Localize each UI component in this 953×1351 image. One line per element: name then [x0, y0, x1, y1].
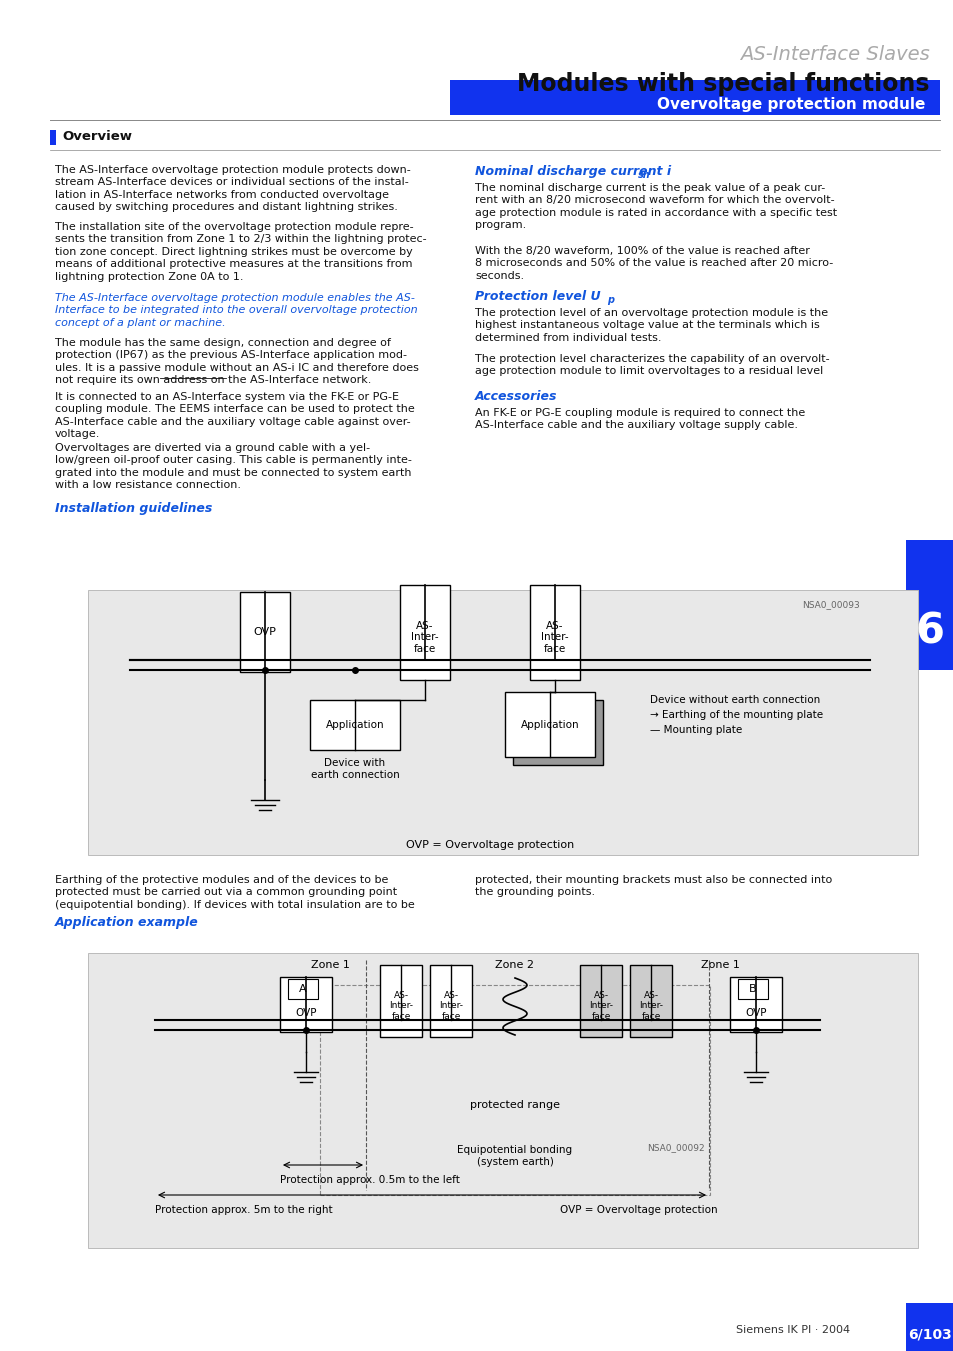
Text: The nominal discharge current is the peak value of a peak cur-
rent with an 8/20: The nominal discharge current is the pea… — [475, 182, 836, 230]
Text: Nominal discharge current i: Nominal discharge current i — [475, 165, 670, 178]
Text: Siemens IK PI · 2004: Siemens IK PI · 2004 — [735, 1325, 849, 1335]
Bar — [50, 130, 56, 145]
Text: Modules with special functions: Modules with special functions — [517, 72, 929, 96]
Text: OVP: OVP — [744, 1008, 766, 1017]
Text: Protection level U: Protection level U — [475, 290, 600, 303]
Text: Overvoltage protection module: Overvoltage protection module — [656, 97, 924, 112]
Text: OVP: OVP — [253, 627, 276, 638]
Bar — [430, 965, 472, 1038]
Text: Overvoltages are diverted via a ground cable with a yel-
low/green oil-proof out: Overvoltages are diverted via a ground c… — [55, 443, 412, 490]
Text: Application: Application — [325, 720, 384, 730]
Text: With the 8/20 waveform, 100% of the value is reached after
8 microseconds and 50: With the 8/20 waveform, 100% of the valu… — [475, 246, 832, 281]
Bar — [88, 590, 917, 855]
Bar — [288, 979, 317, 998]
Text: Device with
earth connection: Device with earth connection — [311, 758, 399, 781]
Bar — [88, 952, 917, 1248]
Bar — [504, 692, 595, 757]
Text: NSA0_00092: NSA0_00092 — [647, 1143, 704, 1152]
Text: p: p — [606, 295, 614, 305]
Text: AS-
Inter-
face: AS- Inter- face — [438, 992, 462, 1021]
Text: Zone 1: Zone 1 — [311, 961, 349, 970]
Bar — [450, 80, 939, 115]
Text: protected range: protected range — [470, 1100, 559, 1111]
Bar — [579, 965, 621, 1038]
Text: The protection level of an overvoltage protection module is the
highest instanta: The protection level of an overvoltage p… — [475, 308, 827, 343]
Text: Overview: Overview — [62, 130, 132, 143]
Text: Accessories: Accessories — [475, 390, 557, 403]
Bar — [738, 979, 767, 998]
Text: The AS-Interface overvoltage protection module protects down-
stream AS-Interfac: The AS-Interface overvoltage protection … — [55, 165, 411, 212]
Text: B: B — [748, 984, 756, 994]
Text: Device without earth connection: Device without earth connection — [649, 694, 820, 705]
Text: Application: Application — [520, 720, 578, 730]
Text: OVP = Overvoltage protection: OVP = Overvoltage protection — [559, 1205, 717, 1215]
Text: AS-
Inter-
face: AS- Inter- face — [639, 992, 662, 1021]
Text: Earthing of the protective modules and of the devices to be
protected must be ca: Earthing of the protective modules and o… — [55, 875, 415, 909]
Text: Protection approx. 5m to the right: Protection approx. 5m to the right — [154, 1205, 333, 1215]
Bar — [379, 965, 421, 1038]
Text: 6/103: 6/103 — [907, 1327, 951, 1342]
Bar — [240, 592, 290, 671]
Text: AS-
Inter-
face: AS- Inter- face — [389, 992, 413, 1021]
Bar — [319, 985, 709, 1196]
Bar — [905, 1302, 953, 1351]
Text: Zone 2: Zone 2 — [495, 961, 534, 970]
Text: OVP = Overvoltage protection: OVP = Overvoltage protection — [405, 840, 574, 850]
Text: sn: sn — [638, 170, 650, 180]
Bar — [729, 977, 781, 1032]
Text: NSA0_00093: NSA0_00093 — [801, 600, 859, 609]
Text: A: A — [299, 984, 307, 994]
Text: The module has the same design, connection and degree of
protection (IP67) as th: The module has the same design, connecti… — [55, 338, 418, 385]
Text: The protection level characterizes the capability of an overvolt-
age protection: The protection level characterizes the c… — [475, 354, 829, 377]
Text: Application example: Application example — [55, 916, 198, 929]
Bar — [310, 700, 399, 750]
Bar — [280, 977, 332, 1032]
Text: Protection approx. 0.5m to the left: Protection approx. 0.5m to the left — [280, 1175, 459, 1185]
Text: protected, their mounting brackets must also be connected into
the grounding poi: protected, their mounting brackets must … — [475, 875, 831, 897]
Text: An FK-E or PG-E coupling module is required to connect the
AS-Interface cable an: An FK-E or PG-E coupling module is requi… — [475, 408, 804, 431]
Text: It is connected to an AS-Interface system via the FK-E or PG-E
coupling module. : It is connected to an AS-Interface syste… — [55, 392, 415, 439]
Text: Equipotential bonding
(system earth): Equipotential bonding (system earth) — [456, 1146, 572, 1167]
Text: The installation site of the overvoltage protection module repre-
sents the tran: The installation site of the overvoltage… — [55, 222, 426, 281]
Text: AS-
Inter-
face: AS- Inter- face — [588, 992, 613, 1021]
Text: OVP: OVP — [294, 1008, 316, 1017]
Text: — Mounting plate: — Mounting plate — [649, 725, 741, 735]
Bar — [905, 540, 953, 670]
Bar — [530, 585, 579, 680]
Text: The AS-Interface overvoltage protection module enables the AS-
Interface to be i: The AS-Interface overvoltage protection … — [55, 293, 417, 328]
Bar — [399, 585, 450, 680]
Bar — [629, 965, 671, 1038]
Text: Installation guidelines: Installation guidelines — [55, 503, 213, 515]
Text: AS-
Inter-
face: AS- Inter- face — [411, 621, 438, 654]
Text: → Earthing of the mounting plate: → Earthing of the mounting plate — [649, 711, 822, 720]
Text: 6: 6 — [915, 611, 943, 653]
Text: AS-Interface Slaves: AS-Interface Slaves — [740, 45, 929, 63]
Bar — [513, 700, 602, 765]
Text: Zone 1: Zone 1 — [700, 961, 739, 970]
Text: AS-
Inter-
face: AS- Inter- face — [540, 621, 568, 654]
